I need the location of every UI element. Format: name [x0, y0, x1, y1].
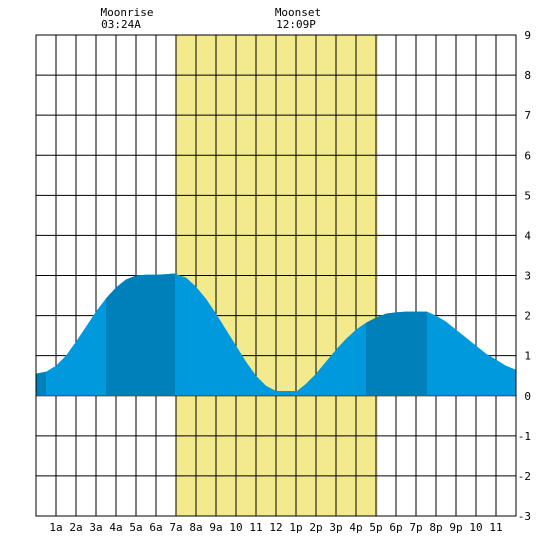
x-tick-label: 6p — [389, 521, 402, 534]
x-tick-label: 4a — [109, 521, 122, 534]
y-tick-label: 8 — [524, 69, 531, 82]
y-tick-label: 9 — [524, 29, 531, 42]
x-tick-label: 7p — [409, 521, 422, 534]
x-tick-label: 11 — [489, 521, 502, 534]
x-tick-label: 8p — [429, 521, 442, 534]
x-tick-label: 5p — [369, 521, 382, 534]
y-tick-label: 1 — [524, 350, 531, 363]
moonrise-label: Moonrise — [101, 6, 154, 19]
x-tick-label: 12 — [269, 521, 282, 534]
x-tick-label: 10 — [469, 521, 482, 534]
x-tick-label: 6a — [149, 521, 162, 534]
plot-frame-layer — [35, 34, 517, 517]
x-tick-label: 1a — [49, 521, 62, 534]
x-tick-label: 2p — [309, 521, 322, 534]
y-tick-label: 0 — [524, 390, 531, 403]
moonset-label: Moonset — [275, 6, 321, 19]
x-tick-label: 1p — [289, 521, 302, 534]
x-tick-labels: 1a 2a 3a 4a 5a 6a 7a 8a 9a 10 11 12 1p 2p 3p 4p 5p 6p 7p 8p… — [49, 521, 502, 534]
x-tick-label: 9p — [449, 521, 462, 534]
y-tick-label: 6 — [524, 149, 531, 162]
tide-area-layer — [36, 273, 516, 396]
plot-frame — [35, 34, 517, 517]
x-tick-label: 9a — [209, 521, 222, 534]
x-tick-label: 10 — [229, 521, 242, 534]
moonset-time: 12:09P — [276, 18, 316, 31]
y-tick-label: -1 — [518, 430, 531, 443]
x-tick-label: 4p — [349, 521, 362, 534]
x-tick-label: 7a — [169, 521, 182, 534]
x-tick-label: 2a — [69, 521, 82, 534]
x-tick-label: 11 — [249, 521, 262, 534]
y-tick-label: 5 — [524, 189, 531, 202]
moonrise-time: 03:24A — [101, 18, 141, 31]
y-tick-labels: 9 8 7 6 5 4 3 2 1 0 -1 -2 -3 — [518, 29, 532, 523]
y-tick-label: 4 — [524, 229, 531, 242]
y-tick-label: -2 — [518, 470, 531, 483]
x-tick-label: 5a — [129, 521, 142, 534]
tide-area-night — [366, 311, 427, 396]
y-tick-label: 3 — [524, 270, 531, 283]
tide-area-night — [106, 273, 175, 396]
x-tick-label: 8a — [189, 521, 202, 534]
y-tick-label: 2 — [524, 310, 531, 323]
y-tick-label: 7 — [524, 109, 531, 122]
x-tick-label: 3a — [89, 521, 102, 534]
tide-area-night — [36, 371, 46, 396]
x-tick-label: 3p — [329, 521, 342, 534]
y-tick-label: -3 — [518, 510, 531, 523]
